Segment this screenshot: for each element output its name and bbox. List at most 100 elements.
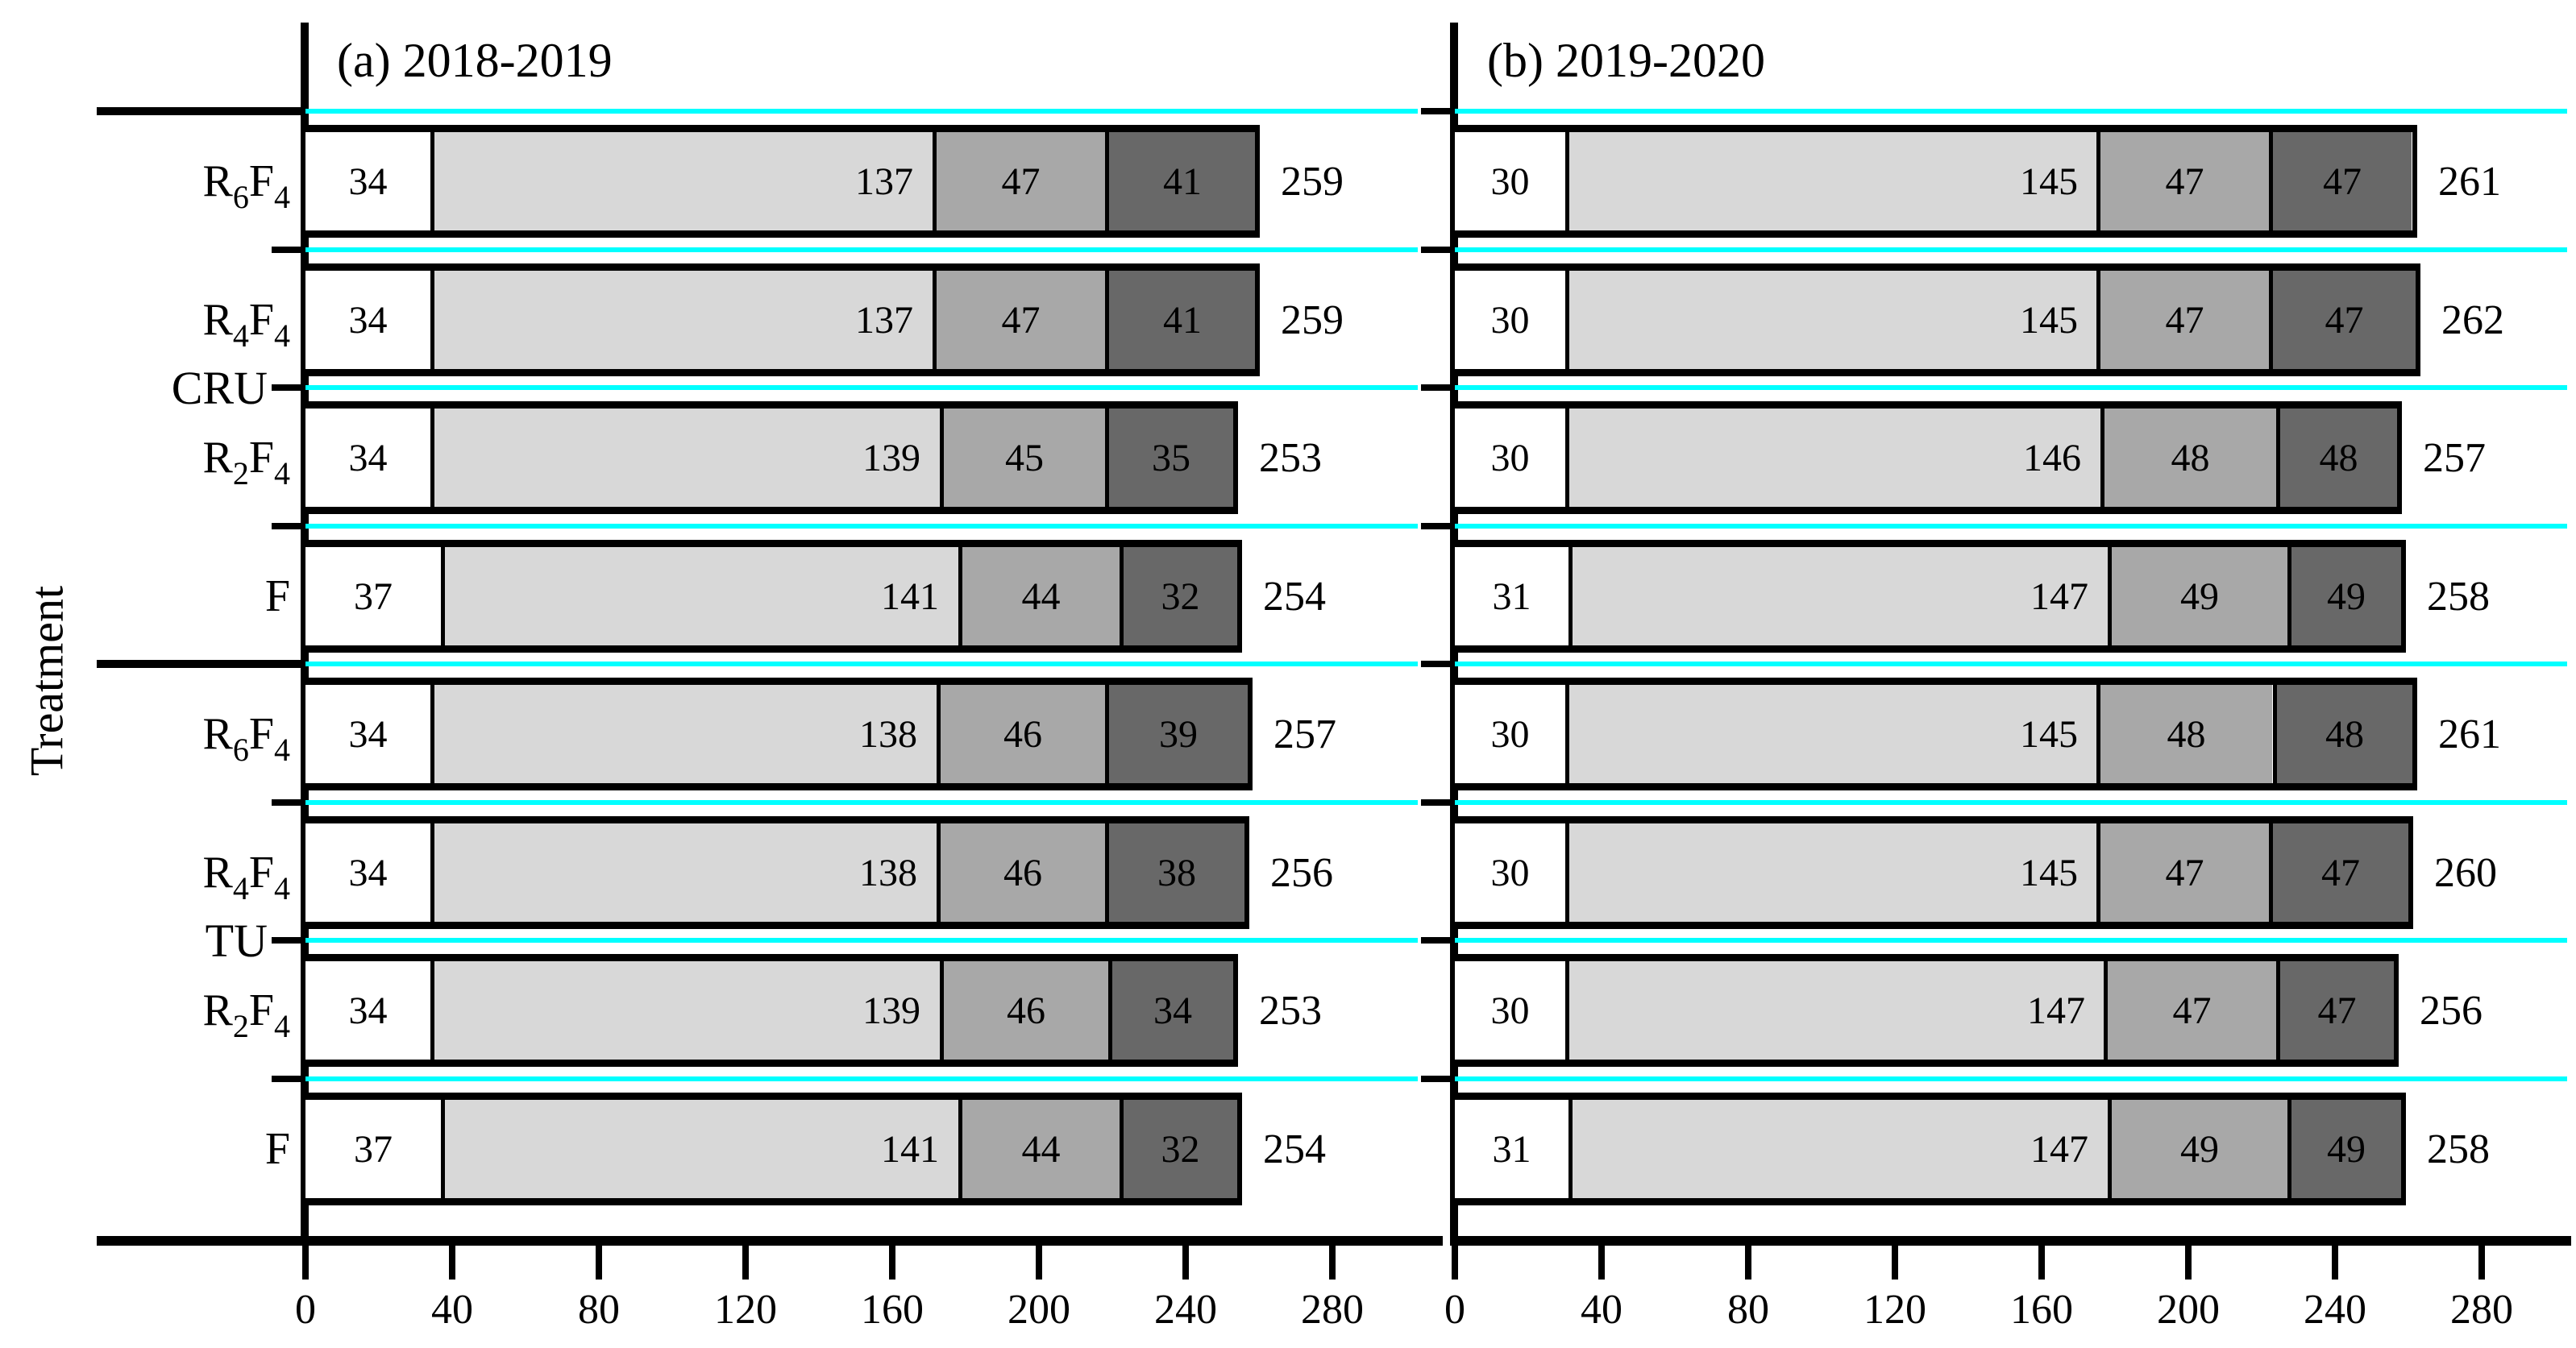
bar-segment-1: 34: [305, 409, 430, 507]
y-axis-tick: [272, 1076, 305, 1082]
bar-total-label: 261: [2438, 711, 2501, 757]
bar-segment-3: 47: [2096, 823, 2269, 922]
bar-segment-1: 31: [1455, 547, 1568, 645]
bar-segment-3: 46: [937, 823, 1105, 922]
separator-line: [305, 524, 1418, 529]
bar-segment-2: 147: [1565, 961, 2104, 1060]
separator-line: [305, 247, 1418, 252]
x-axis-tick: [2332, 1246, 2338, 1280]
bar-segment-2: 145: [1565, 132, 2097, 230]
y-axis-tick: [272, 799, 305, 806]
bar-segment-2: 141: [441, 547, 958, 645]
bar-segment-1: 34: [305, 823, 430, 922]
bar-total-label: 257: [2423, 434, 2486, 481]
x-axis-tick: [596, 1246, 602, 1280]
bar-segment-4: 47: [2269, 271, 2416, 369]
x-tick-label: 160: [861, 1287, 924, 1333]
x-axis-tick: [742, 1246, 749, 1280]
bar-segment-2: 145: [1565, 271, 2097, 369]
bar-segment-3: 49: [2108, 547, 2287, 645]
x-tick-label: 200: [2157, 1287, 2220, 1333]
bar-segment-4: 47: [2269, 823, 2408, 922]
bar-segment-2: 137: [430, 132, 933, 230]
x-axis-tick: [1182, 1246, 1189, 1280]
x-tick-label: 280: [2450, 1287, 2513, 1333]
x-tick-label: 40: [431, 1287, 473, 1333]
bar-segment-3: 49: [2108, 1100, 2287, 1198]
bar-segment-1: 31: [1455, 1100, 1568, 1198]
bar-total-label: 260: [2434, 849, 2497, 896]
category-letter: R: [202, 985, 233, 1035]
separator-line: [305, 109, 1418, 114]
y-axis-tick: [272, 247, 305, 253]
bar-segment-2: 139: [430, 409, 940, 507]
bar-segment-3: 46: [937, 685, 1105, 783]
bar-segment-3: 46: [940, 961, 1108, 1060]
bar-segment-1: 30: [1455, 132, 1565, 230]
y-axis-tick: [272, 661, 305, 667]
bar-segment-1: 37: [305, 547, 441, 645]
bar-segment-1: 30: [1455, 685, 1565, 783]
bar-segment-4: 34: [1108, 961, 1233, 1060]
stacked-bar: 37 141 44 32: [301, 1093, 1242, 1205]
bar-total-label: 256: [2420, 987, 2483, 1034]
x-axis-tick: [889, 1246, 895, 1280]
category-letter: F: [248, 295, 274, 345]
y-axis-tick: [1421, 247, 1455, 253]
bar-total-label: 253: [1259, 987, 1322, 1034]
bar-segment-4: 32: [1120, 547, 1237, 645]
separator-line: [1455, 524, 2567, 529]
panel-a-title: (a) 2018-2019: [337, 34, 613, 87]
separator-line: [1455, 109, 2567, 114]
bar-segment-3: 48: [2100, 409, 2276, 507]
x-axis-tick: [2038, 1246, 2045, 1280]
bar-segment-4: 48: [2276, 409, 2397, 507]
y-axis-tick: [1421, 937, 1455, 944]
bar-segment-3: 47: [933, 132, 1105, 230]
bar-segment-1: 30: [1455, 823, 1565, 922]
bar-segment-4: 38: [1105, 823, 1244, 922]
group-label-cru: CRU: [171, 361, 268, 414]
bar-segment-3: 47: [933, 271, 1105, 369]
y-axis-tick: [272, 384, 305, 391]
bar-total-label: 258: [2427, 573, 2490, 620]
bar-segment-2: 139: [430, 961, 940, 1060]
bar-segment-1: 34: [305, 961, 430, 1060]
group-divider-line: [97, 660, 307, 668]
x-tick-label: 80: [578, 1287, 620, 1333]
stacked-bar: 30 145 47 47: [1450, 816, 2413, 929]
bar-segment-4: 35: [1105, 409, 1233, 507]
bar-segment-2: 137: [430, 271, 933, 369]
bar-segment-2: 138: [430, 685, 937, 783]
bar-segment-3: 47: [2096, 271, 2269, 369]
separator-line: [305, 385, 1418, 390]
bar-segment-4: 39: [1105, 685, 1248, 783]
x-axis-tick: [1452, 1246, 1458, 1280]
bar-segment-3: 48: [2096, 685, 2272, 783]
category-letter: R: [202, 709, 233, 759]
stacked-bar: 34 138 46 39: [301, 678, 1253, 790]
category-letter: R: [202, 295, 233, 345]
bar-segment-1: 34: [305, 271, 430, 369]
y-axis-tick: [272, 937, 305, 944]
bar-total-label: 254: [1263, 1126, 1326, 1172]
bar-segment-4: 49: [2287, 547, 2401, 645]
bar-segment-2: 145: [1565, 823, 2097, 922]
separator-line: [305, 662, 1418, 666]
x-axis-tick: [1892, 1246, 1898, 1280]
bar-segment-3: 47: [2096, 132, 2269, 230]
stacked-bar: 30 146 48 48: [1450, 401, 2402, 514]
stacked-bar: 34 137 47 41: [301, 125, 1260, 238]
bar-segment-3: 44: [958, 547, 1120, 645]
y-axis-tick: [1421, 1076, 1455, 1082]
x-tick-label: 160: [2010, 1287, 2073, 1333]
x-axis-tick: [1036, 1246, 1042, 1280]
y-axis-tick: [1421, 523, 1455, 529]
stacked-bar: 30 145 47 47: [1450, 263, 2420, 376]
stacked-bar: 30 145 47 47: [1450, 125, 2417, 238]
bar-total-label: 256: [1270, 849, 1333, 896]
separator-line: [305, 800, 1418, 805]
